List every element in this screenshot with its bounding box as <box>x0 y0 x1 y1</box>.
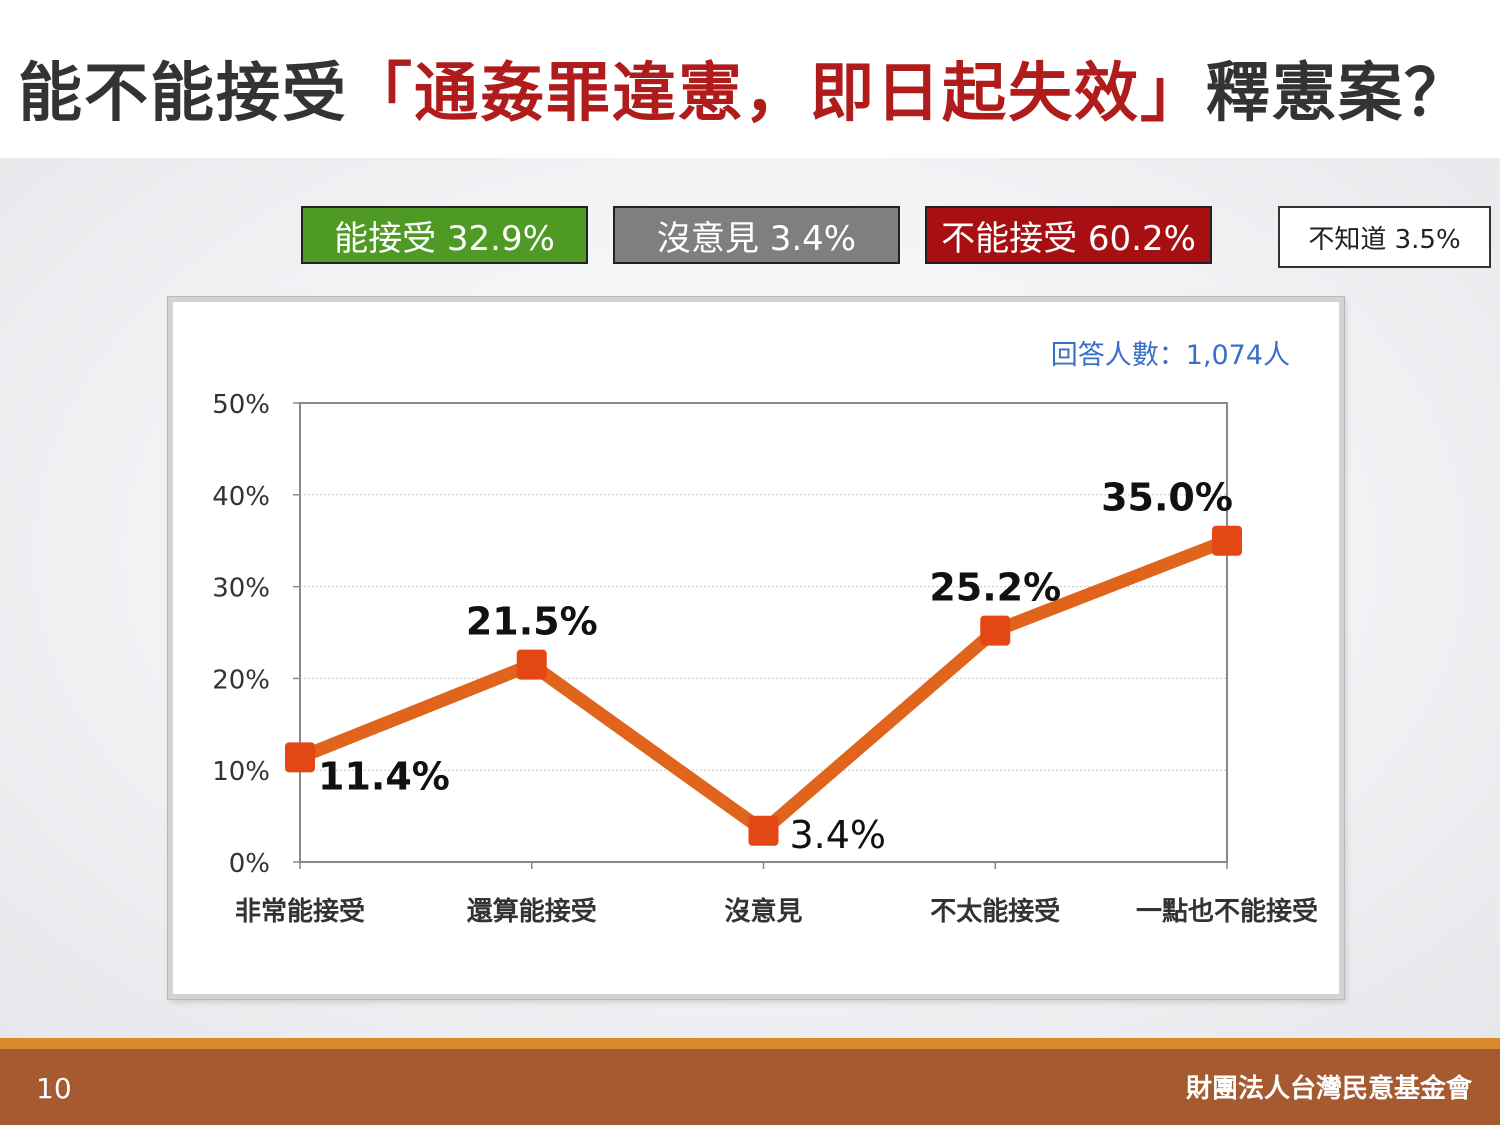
data-label: 3.4% <box>790 813 887 857</box>
data-label: 11.4% <box>318 754 450 798</box>
legend-dont-know-label: 不知道 3.5% <box>1308 224 1461 255</box>
x-category-label: 非常能接受 <box>235 896 365 927</box>
y-tick-label: 20% <box>212 665 270 695</box>
y-tick-label: 40% <box>212 482 270 512</box>
legend-no-opinion: 沒意見 3.4% <box>613 206 900 264</box>
respondent-count-annotation: 回答人數：1,074人 <box>1051 340 1290 371</box>
y-tick-label: 30% <box>212 574 270 604</box>
x-category-label: 不太能接受 <box>930 896 1060 927</box>
legend-no-opinion-label: 沒意見 3.4% <box>656 218 857 259</box>
title-bar: 能不能接受「通姦罪違憲，即日起失效」釋憲案？ <box>0 0 1500 158</box>
data-point-marker <box>1212 525 1242 556</box>
data-point-marker <box>980 615 1011 646</box>
x-category-label: 一點也不能接受 <box>1136 896 1318 927</box>
y-tick-label: 10% <box>212 757 270 787</box>
footer-bar <box>0 1049 1500 1125</box>
legend-acceptable-label: 能接受 32.9% <box>334 218 555 259</box>
data-label: 25.2% <box>929 566 1061 610</box>
data-label: 35.0% <box>1101 476 1233 520</box>
title-suffix: 釋憲案？ <box>1206 57 1470 131</box>
x-category-label: 還算能接受 <box>467 896 597 927</box>
data-point-marker <box>516 649 547 680</box>
data-label: 21.5% <box>466 600 598 644</box>
slide-title: 能不能接受「通姦罪違憲，即日起失效」釋憲案？ <box>18 42 1470 134</box>
data-point-marker <box>748 815 779 846</box>
legend-not-acceptable-label: 不能接受 60.2% <box>941 218 1196 259</box>
chart-frame <box>168 297 1344 999</box>
x-category-label: 沒意見 <box>724 896 802 927</box>
data-point-marker <box>285 742 315 773</box>
legend-not-acceptable: 不能接受 60.2% <box>925 206 1212 264</box>
title-highlight: 「通姦罪違憲，即日起失效」 <box>348 57 1206 131</box>
footer-accent-line <box>0 1038 1500 1049</box>
title-prefix: 能不能接受 <box>18 57 348 131</box>
legend-acceptable: 能接受 32.9% <box>301 206 588 264</box>
y-tick-label: 0% <box>229 849 270 879</box>
legend-dont-know: 不知道 3.5% <box>1278 206 1491 268</box>
page-number: 10 <box>36 1072 72 1105</box>
organization-name: 財團法人台灣民意基金會 <box>1185 1074 1472 1104</box>
y-tick-label: 50% <box>212 390 270 420</box>
